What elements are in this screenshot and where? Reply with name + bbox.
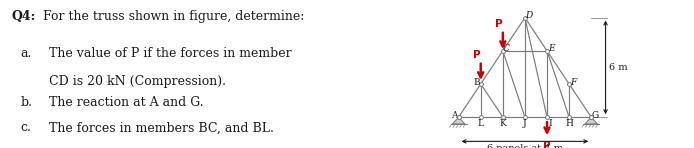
Text: a.: a. bbox=[21, 47, 32, 60]
Polygon shape bbox=[452, 117, 465, 124]
Text: J: J bbox=[523, 119, 527, 128]
Text: P: P bbox=[543, 141, 551, 148]
Text: P: P bbox=[495, 19, 502, 29]
Text: c.: c. bbox=[21, 121, 32, 134]
Text: The value of P if the forces in member: The value of P if the forces in member bbox=[49, 47, 291, 60]
Text: K: K bbox=[500, 119, 506, 128]
Text: 6 m: 6 m bbox=[609, 63, 627, 72]
Text: F: F bbox=[570, 78, 576, 87]
Text: C: C bbox=[502, 44, 509, 53]
Text: I: I bbox=[548, 119, 552, 128]
Text: CD is 20 kN (Compression).: CD is 20 kN (Compression). bbox=[49, 75, 226, 89]
Polygon shape bbox=[585, 117, 598, 124]
Text: For the truss shown in figure, determine:: For the truss shown in figure, determine… bbox=[44, 10, 305, 23]
Text: D: D bbox=[525, 11, 532, 20]
Text: Q4:: Q4: bbox=[11, 10, 35, 23]
Text: L: L bbox=[477, 119, 484, 128]
Text: The forces in members BC, and BL.: The forces in members BC, and BL. bbox=[49, 121, 274, 134]
Text: E: E bbox=[548, 44, 555, 53]
Text: G: G bbox=[591, 111, 599, 120]
Text: B: B bbox=[473, 78, 480, 87]
Text: H: H bbox=[565, 119, 573, 128]
Text: The reaction at A and G.: The reaction at A and G. bbox=[49, 96, 204, 109]
Text: b.: b. bbox=[21, 96, 33, 109]
Text: A: A bbox=[451, 111, 458, 120]
Text: 6 panels at 4 m: 6 panels at 4 m bbox=[487, 144, 563, 148]
Text: P: P bbox=[473, 50, 480, 60]
